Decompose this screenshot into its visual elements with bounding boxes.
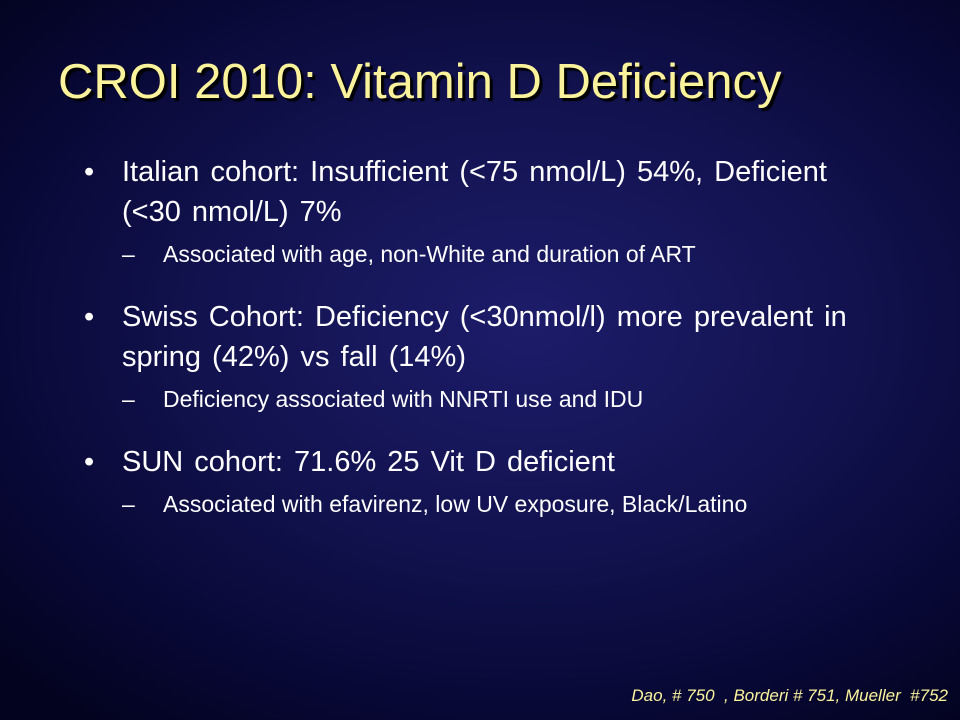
bullet-text: SUN cohort: 71.6% 25 Vit D deficient	[122, 446, 615, 478]
sub-bullet-marker: –	[122, 386, 135, 412]
bullet-list: • Italian cohort: Insufficient (<75 nmol…	[84, 152, 884, 521]
bullet-marker: •	[84, 446, 95, 478]
bullet-swiss-cohort: • Swiss Cohort: Deficiency (<30nmol/l) m…	[84, 297, 884, 377]
sub-bullet-sun-cohort: – Associated with efavirenz, low UV expo…	[122, 488, 884, 521]
bullet-italian-cohort: • Italian cohort: Insufficient (<75 nmol…	[84, 152, 884, 232]
sub-bullet-text: Deficiency associated with NNRTI use and…	[163, 386, 644, 412]
sub-bullet-swiss-cohort: – Deficiency associated with NNRTI use a…	[122, 383, 884, 416]
bullet-marker: •	[84, 301, 95, 333]
bullet-marker: •	[84, 156, 95, 188]
sub-bullet-text: Associated with efavirenz, low UV exposu…	[163, 491, 748, 517]
sub-bullet-italian-cohort: – Associated with age, non-White and dur…	[122, 238, 884, 271]
sub-bullet-marker: –	[122, 491, 135, 517]
slide-title: CROI 2010: Vitamin D Deficiency	[58, 55, 782, 109]
citation: Dao, # 750 , Borderi # 751, Mueller #752	[631, 686, 948, 705]
bullet-text: Italian cohort: Insufficient (<75 nmol/L…	[122, 156, 827, 228]
bullet-text: Swiss Cohort: Deficiency (<30nmol/l) mor…	[122, 301, 847, 373]
sub-bullet-marker: –	[122, 241, 135, 267]
sub-bullet-text: Associated with age, non-White and durat…	[163, 241, 696, 267]
bullet-sun-cohort: • SUN cohort: 71.6% 25 Vit D deficient	[84, 442, 884, 482]
